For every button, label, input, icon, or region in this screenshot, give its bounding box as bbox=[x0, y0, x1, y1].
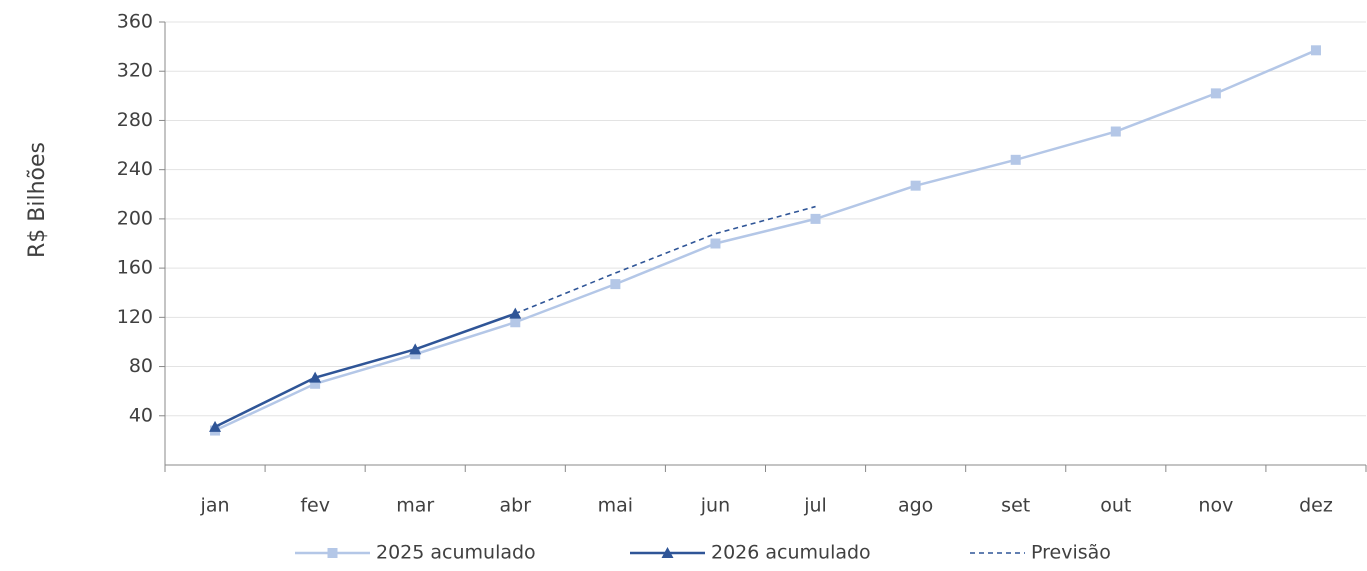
series-line bbox=[214, 312, 516, 428]
marker bbox=[309, 371, 322, 383]
y-tick-label: 80 bbox=[129, 355, 153, 377]
marker bbox=[209, 420, 222, 432]
marker bbox=[810, 213, 821, 224]
x-tick-label: out bbox=[1100, 495, 1131, 517]
y-tick-label: 40 bbox=[129, 404, 153, 426]
y-tick-label: 240 bbox=[117, 158, 153, 180]
marker bbox=[510, 317, 521, 328]
marker bbox=[1210, 88, 1221, 99]
x-tick-label: mar bbox=[396, 495, 434, 517]
marker bbox=[1310, 45, 1321, 56]
y-axis-label: R$ Bilhões bbox=[25, 142, 50, 258]
marker bbox=[310, 378, 321, 389]
marker bbox=[327, 548, 338, 558]
x-tick-label: ago bbox=[898, 495, 933, 517]
y-tick-label: 160 bbox=[117, 257, 153, 279]
marker bbox=[1110, 126, 1121, 137]
y-tick-label: 120 bbox=[117, 306, 153, 328]
x-tick-label: set bbox=[1001, 495, 1030, 517]
x-tick-label: abr bbox=[500, 495, 532, 517]
y-tick-label: 200 bbox=[117, 207, 153, 229]
y-tick-label: 320 bbox=[117, 60, 153, 82]
series-line bbox=[514, 205, 816, 315]
y-tick-label: 360 bbox=[117, 11, 153, 33]
x-tick-label: jun bbox=[700, 495, 730, 517]
series-line bbox=[214, 49, 1317, 432]
marker bbox=[409, 343, 422, 355]
legend-label: 2026 acumulado bbox=[711, 542, 871, 564]
marker bbox=[1010, 154, 1021, 165]
x-tick-label: dez bbox=[1299, 495, 1333, 517]
y-tick-label: 280 bbox=[117, 109, 153, 131]
x-tick-label: jul bbox=[803, 495, 827, 517]
marker bbox=[661, 547, 674, 558]
x-tick-label: mai bbox=[598, 495, 633, 517]
marker bbox=[710, 238, 721, 249]
x-tick-label: nov bbox=[1198, 495, 1233, 517]
marker bbox=[610, 279, 621, 290]
x-tick-label: jan bbox=[200, 495, 230, 517]
x-tick-label: fev bbox=[300, 495, 330, 517]
legend-label: 2025 acumulado bbox=[376, 542, 536, 564]
marker bbox=[910, 180, 921, 191]
legend-label: Previsão bbox=[1031, 542, 1111, 564]
